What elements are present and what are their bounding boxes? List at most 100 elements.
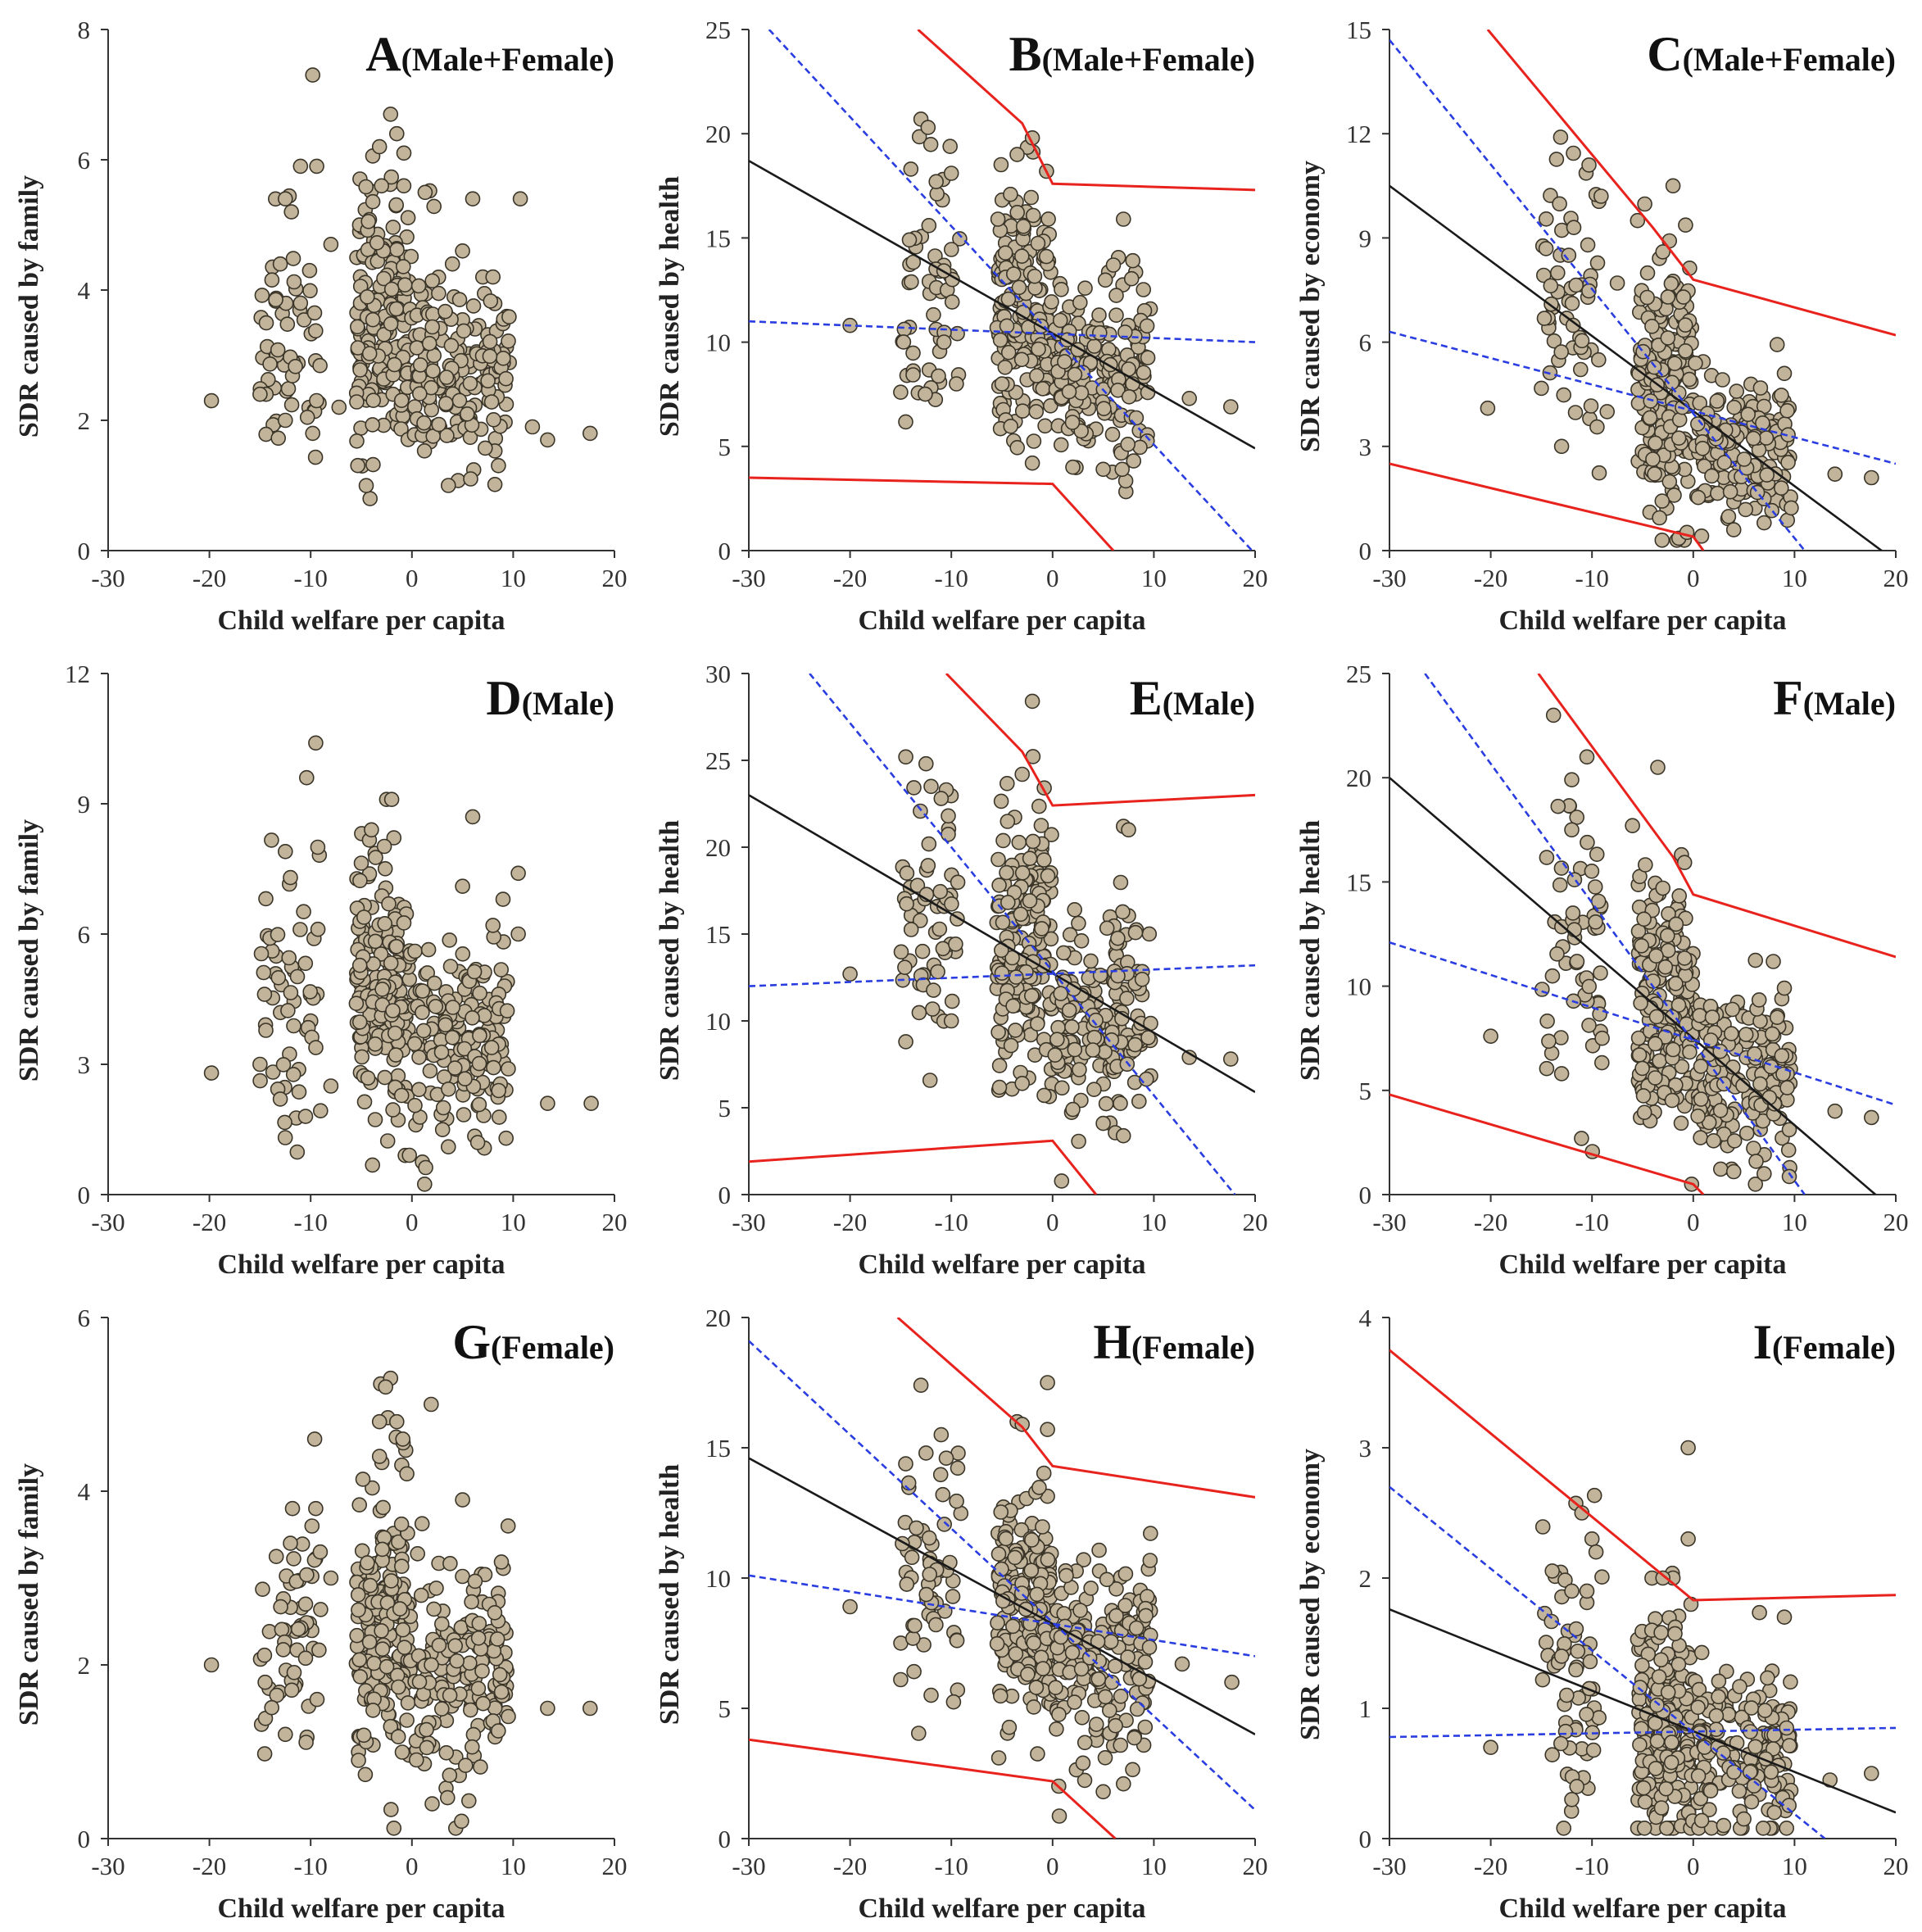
data-point [1689, 416, 1706, 432]
data-point [918, 755, 934, 772]
data-point [1780, 455, 1796, 470]
data-point [1000, 344, 1017, 361]
data-point [1035, 1661, 1051, 1676]
x-tick-label: -20 [833, 1208, 867, 1236]
data-point [1534, 1671, 1551, 1688]
panel-title-group: (Male) [1163, 685, 1255, 722]
data-point [437, 396, 454, 411]
data-point [307, 323, 324, 339]
data-point [1648, 435, 1663, 451]
data-point [1003, 1037, 1019, 1054]
data-point [1677, 317, 1693, 333]
data-point [311, 1642, 327, 1658]
data-point [431, 285, 447, 302]
data-point [1693, 1059, 1709, 1074]
data-point [1647, 466, 1662, 482]
data-point [1048, 1680, 1063, 1696]
data-point [428, 1581, 444, 1596]
data-point [1556, 387, 1572, 403]
data-point [1049, 1032, 1065, 1048]
chart-panel-b: -30 -20 -10 0 10 20 0 5 10 15 20 25 Child welfare pe… [641, 0, 1281, 644]
data-point [1570, 1643, 1586, 1659]
x-tick-label: -20 [833, 564, 867, 592]
data-point [407, 943, 423, 959]
data-point [483, 293, 499, 309]
panel-title-letter: D [486, 671, 521, 725]
data-point [371, 1449, 388, 1464]
y-tick-label: 4 [78, 1477, 91, 1506]
x-tick-label: -20 [833, 1852, 867, 1880]
data-point [407, 1097, 423, 1113]
data-point [399, 1466, 415, 1482]
data-point [1688, 355, 1703, 371]
data-point [203, 392, 220, 409]
data-point [1773, 480, 1789, 497]
data-point [356, 1727, 372, 1744]
data-point [1064, 1018, 1080, 1035]
data-point [1591, 1710, 1607, 1726]
data-point [1040, 1552, 1056, 1567]
data-point [1630, 1030, 1647, 1046]
data-point [477, 440, 493, 456]
panel-title-letter: H [1093, 1315, 1131, 1369]
data-point [907, 1617, 922, 1634]
data-point [1584, 863, 1600, 879]
data-point [406, 1036, 423, 1052]
data-point [391, 1534, 406, 1550]
data-point [359, 288, 375, 305]
data-point [1086, 1029, 1103, 1045]
data-point [1746, 1141, 1761, 1156]
data-point [471, 1055, 487, 1072]
chart-svg-c: -30 -20 -10 0 10 20 0 3 6 9 12 15 Child welfare per … [1295, 16, 1909, 636]
data-point [466, 964, 483, 980]
x-tick-label: -30 [1372, 1852, 1406, 1880]
data-point [383, 1802, 399, 1817]
data-point [1667, 976, 1684, 991]
data-point [455, 243, 470, 259]
data-point [410, 1545, 426, 1562]
data-point [1099, 1571, 1115, 1588]
data-point [1024, 693, 1040, 710]
data-point [1536, 311, 1553, 326]
data-point [992, 332, 1009, 348]
data-point [1097, 1749, 1113, 1766]
data-point [291, 1084, 307, 1100]
confidence-band-line [1389, 330, 1896, 465]
y-tick-label: 15 [705, 224, 731, 252]
data-point [268, 292, 283, 308]
data-point [424, 319, 441, 335]
data-point [904, 274, 919, 290]
data-point [1028, 404, 1045, 420]
x-tick-label: 10 [501, 1852, 526, 1880]
data-point [910, 1726, 927, 1741]
data-point [914, 943, 931, 959]
y-tick-label: 6 [78, 1304, 91, 1332]
prediction-band-line [917, 29, 1255, 192]
scatter-points [203, 1370, 598, 1836]
data-point [457, 1757, 474, 1774]
y-tick-label: 3 [78, 1050, 91, 1079]
data-point [904, 1630, 921, 1646]
data-point [1665, 1041, 1681, 1058]
x-tick-label: 10 [1141, 564, 1167, 592]
data-point [1067, 1041, 1083, 1058]
data-point [1746, 1778, 1762, 1794]
data-point [1222, 1051, 1239, 1067]
data-point [393, 1558, 410, 1575]
data-point [438, 1744, 455, 1761]
data-point [419, 965, 436, 981]
data-point [1108, 1581, 1124, 1597]
data-point [352, 873, 368, 889]
data-point [1553, 1066, 1570, 1082]
data-point [1129, 1701, 1145, 1717]
data-point [374, 1541, 390, 1558]
data-point [1128, 1620, 1145, 1636]
data-point [1690, 1768, 1707, 1784]
data-point [932, 1467, 949, 1483]
data-point [290, 1621, 306, 1637]
data-point [1025, 207, 1041, 224]
panel-title-group: (Male+Female) [1683, 41, 1896, 78]
data-point [277, 1130, 293, 1145]
panel-title-letter: E [1130, 671, 1163, 725]
data-point [355, 1472, 371, 1487]
